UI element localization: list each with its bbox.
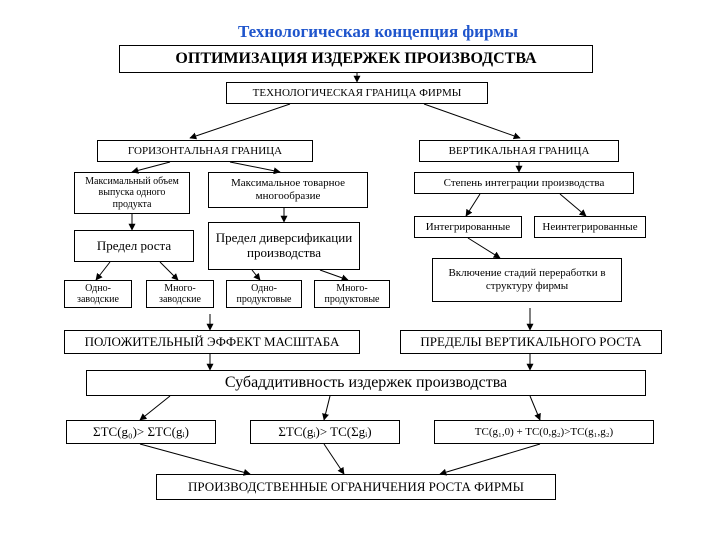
box-vert-limits: ПРЕДЕЛЫ ВЕРТИКАЛЬНОГО РОСТА bbox=[400, 330, 662, 354]
box-bottom: ПРОИЗВОДСТВЕННЫЕ ОГРАНИЧЕНИЯ РОСТА ФИРМЫ bbox=[156, 474, 556, 500]
box-integrated: Интегрированные bbox=[414, 216, 522, 238]
box-tech-boundary: ТЕХНОЛОГИЧЕСКАЯ ГРАНИЦА ФИРМЫ bbox=[226, 82, 488, 104]
box-nonintegrated: Неинтегрированные bbox=[534, 216, 646, 238]
box-multi-plant: Много-заводские bbox=[146, 280, 214, 308]
box-vertical: ВЕРТИКАЛЬНАЯ ГРАНИЦА bbox=[419, 140, 619, 162]
box-growth-limit: Предел роста bbox=[74, 230, 194, 262]
box-divers-limit: Предел диверсификации производства bbox=[208, 222, 360, 270]
box-single-prod: Одно-продуктовые bbox=[226, 280, 302, 308]
box-formula-2: ΣTC(gᵢ)> TC(Σgᵢ) bbox=[250, 420, 400, 444]
box-formula-1: ΣTC(g₀)> ΣTC(gᵢ) bbox=[66, 420, 216, 444]
box-formula-3: TC(g₁,0) + TC(0,g₂)>TC(g₁,g₂) bbox=[434, 420, 654, 444]
box-max-volume: Максимальный объем выпуска одного продук… bbox=[74, 172, 190, 214]
box-pos-scale: ПОЛОЖИТЕЛЬНЫЙ ЭФФЕКТ МАСШТАБА bbox=[64, 330, 360, 354]
box-multi-prod: Много-продуктовые bbox=[314, 280, 390, 308]
box-inclusion: Включение стадий переработки в структуру… bbox=[432, 258, 622, 302]
box-subadd: Субаддитивность издержек производства bbox=[86, 370, 646, 396]
box-integration: Степень интеграции производства bbox=[414, 172, 634, 194]
box-max-variety: Максимальное товарное многообразие bbox=[208, 172, 368, 208]
box-h1: ОПТИМИЗАЦИЯ ИЗДЕРЖЕК ПРОИЗВОДСТВА bbox=[119, 45, 593, 73]
page-title: Технологическая концепция фирмы bbox=[198, 22, 558, 44]
box-horizontal: ГОРИЗОНТАЛЬНАЯ ГРАНИЦА bbox=[97, 140, 313, 162]
box-single-plant: Одно-заводские bbox=[64, 280, 132, 308]
